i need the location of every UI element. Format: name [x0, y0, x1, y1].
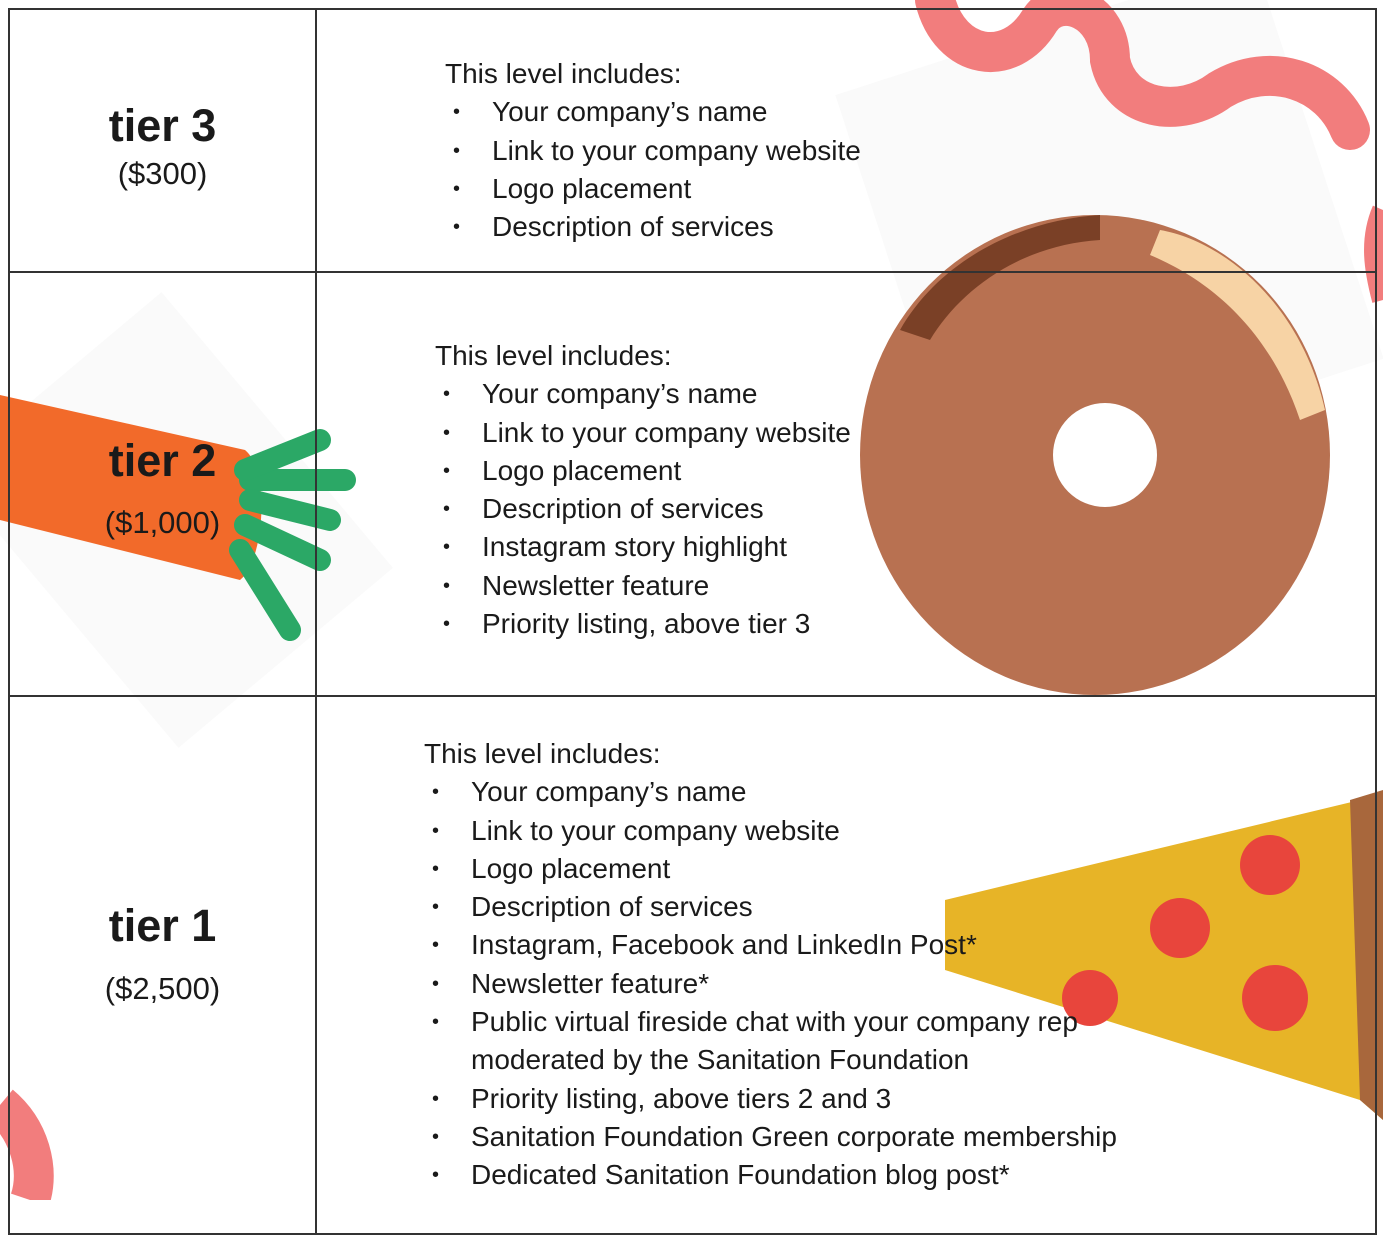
benefit-item: Instagram, Facebook and LinkedIn Post*: [424, 926, 1216, 965]
tier-cell: tier 3 ($300): [10, 10, 317, 271]
benefit-item: Sanitation Foundation Green corporate me…: [424, 1118, 1216, 1157]
benefit-list: Your company’s nameLink to your company …: [435, 375, 1227, 643]
benefit-item: Description of services: [435, 490, 1227, 529]
tier-row: tier 2 ($1,000) This level includes: Your c…: [8, 271, 1377, 697]
benefit-item: Logo placement: [435, 452, 1227, 491]
benefits-intro: This level includes:: [424, 738, 661, 769]
tier-row: tier 3 ($300) This level includes: Your com…: [8, 8, 1377, 273]
benefit-item: Newsletter feature: [435, 567, 1227, 606]
tier-name: tier 2: [108, 435, 217, 486]
benefit-item: Link to your company website: [445, 132, 1237, 171]
benefits-intro: This level includes:: [435, 340, 672, 371]
benefit-item: Your company’s name: [424, 773, 1216, 812]
benefit-item: Logo placement: [424, 850, 1216, 889]
benefit-item: Link to your company website: [424, 812, 1216, 851]
tier-cell: tier 1 ($2,500): [10, 697, 317, 1233]
benefit-item: Newsletter feature*: [424, 965, 1216, 1004]
tier-name: tier 1: [108, 900, 217, 951]
benefit-list: Your company’s nameLink to your company …: [445, 93, 1237, 246]
benefit-item: Priority listing, above tier 3: [435, 605, 1227, 644]
benefit-item: Logo placement: [445, 170, 1237, 209]
benefit-item: Public virtual fireside chat with your c…: [424, 1003, 1216, 1080]
benefit-item: Dedicated Sanitation Foundation blog pos…: [424, 1156, 1216, 1195]
benefit-item: Priority listing, above tiers 2 and 3: [424, 1080, 1216, 1119]
page: tier 3 ($300) This level includes: Your com…: [0, 0, 1383, 1200]
benefit-item: Your company’s name: [435, 375, 1227, 414]
benefit-item: Description of services: [424, 888, 1216, 927]
tier-price: ($300): [117, 156, 208, 191]
benefit-item: Instagram story highlight: [435, 528, 1227, 567]
benefit-list: Your company’s nameLink to your company …: [424, 773, 1216, 1195]
benefit-item: Description of services: [445, 208, 1237, 247]
benefits: This level includes:Your company’s nameL…: [435, 337, 1227, 644]
tier-row: tier 1 ($2,500) This level includes: Your c…: [8, 695, 1377, 1235]
benefit-item: Your company’s name: [445, 93, 1237, 132]
benefits: This level includes:Your company’s nameL…: [445, 55, 1237, 247]
benefits-intro: This level includes:: [445, 58, 682, 89]
benefit-item: Link to your company website: [435, 414, 1227, 453]
benefits: This level includes:Your company’s nameL…: [424, 735, 1216, 1195]
tier-price: ($1,000): [104, 505, 221, 540]
tier-price: ($2,500): [104, 971, 221, 1006]
tier-name: tier 3: [108, 100, 217, 151]
tier-cell: tier 2 ($1,000): [10, 273, 317, 695]
